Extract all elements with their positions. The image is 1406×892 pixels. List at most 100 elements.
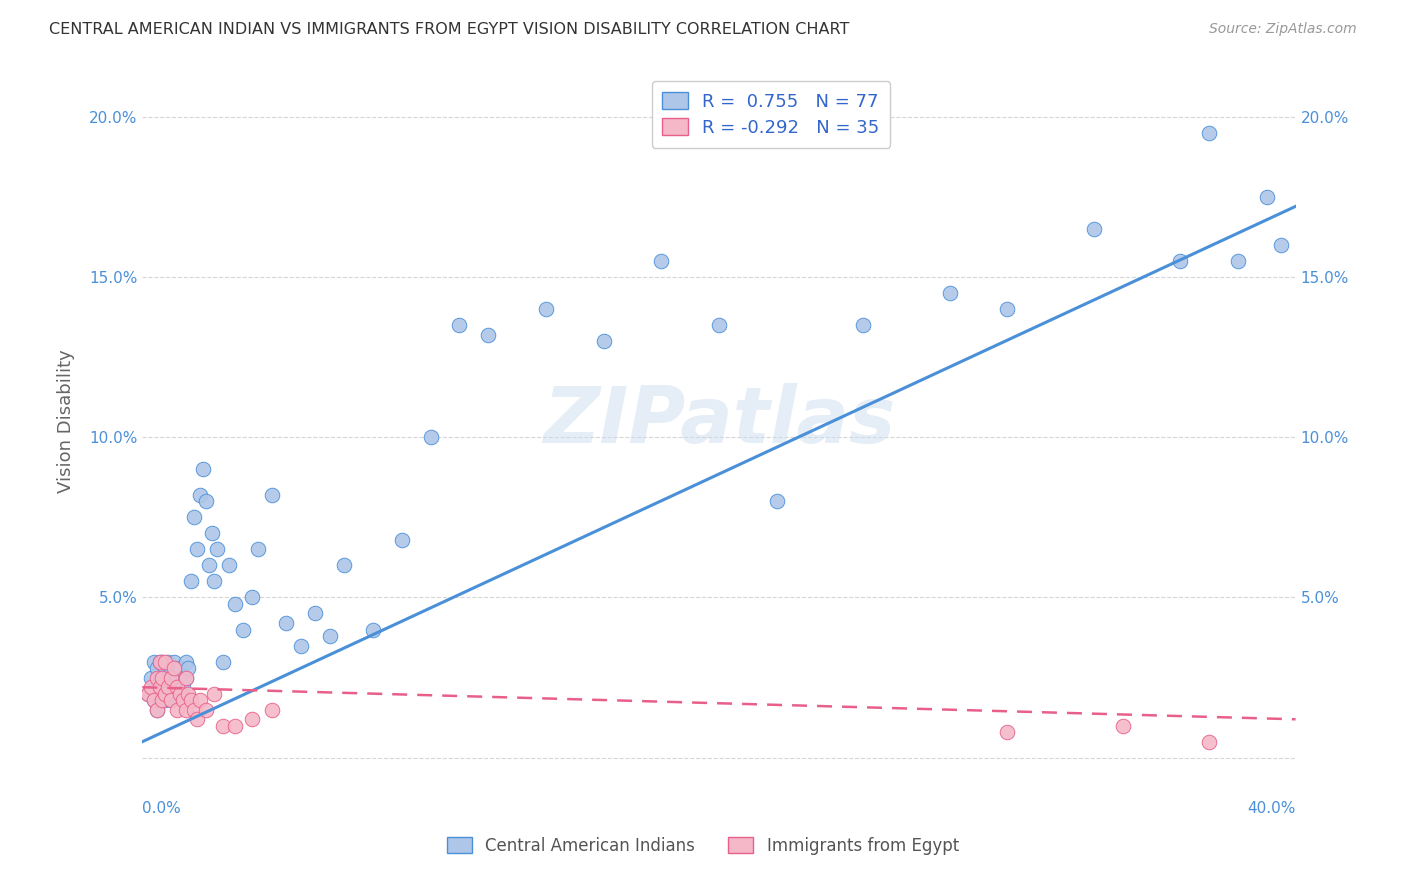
Point bbox=[218, 558, 240, 573]
Point bbox=[149, 693, 172, 707]
Point bbox=[180, 574, 202, 589]
Point bbox=[155, 693, 177, 707]
Point bbox=[157, 687, 180, 701]
Point bbox=[707, 318, 730, 332]
Text: CENTRAL AMERICAN INDIAN VS IMMIGRANTS FROM EGYPT VISION DISABILITY CORRELATION C: CENTRAL AMERICAN INDIAN VS IMMIGRANTS FR… bbox=[49, 22, 849, 37]
Text: 40.0%: 40.0% bbox=[1247, 801, 1295, 815]
Point bbox=[212, 719, 235, 733]
Point bbox=[145, 680, 167, 694]
Text: ZIPatlas: ZIPatlas bbox=[543, 384, 896, 459]
Point bbox=[145, 661, 167, 675]
Point bbox=[180, 693, 202, 707]
Point bbox=[240, 591, 263, 605]
Point bbox=[177, 661, 200, 675]
Point bbox=[1226, 253, 1249, 268]
Point bbox=[186, 712, 208, 726]
Point bbox=[142, 655, 165, 669]
Point bbox=[169, 687, 191, 701]
Text: 0.0%: 0.0% bbox=[142, 801, 181, 815]
Point bbox=[136, 687, 159, 701]
Point bbox=[202, 574, 225, 589]
Point bbox=[155, 671, 177, 685]
Point bbox=[1270, 237, 1292, 252]
Point bbox=[142, 693, 165, 707]
Point bbox=[232, 623, 254, 637]
Point bbox=[172, 671, 194, 685]
Point bbox=[136, 687, 159, 701]
Point bbox=[160, 671, 183, 685]
Point bbox=[160, 680, 183, 694]
Point bbox=[188, 488, 211, 502]
Point bbox=[157, 655, 180, 669]
Point bbox=[1111, 719, 1133, 733]
Point bbox=[207, 542, 229, 557]
Point bbox=[149, 680, 172, 694]
Point bbox=[304, 607, 326, 621]
Point bbox=[155, 680, 177, 694]
Point bbox=[212, 655, 235, 669]
Point bbox=[765, 494, 787, 508]
Point bbox=[224, 719, 246, 733]
Point bbox=[1198, 735, 1220, 749]
Point bbox=[183, 510, 205, 524]
Point bbox=[163, 661, 186, 675]
Point bbox=[149, 671, 172, 685]
Point bbox=[149, 655, 172, 669]
Point bbox=[169, 661, 191, 675]
Point bbox=[169, 687, 191, 701]
Point bbox=[157, 680, 180, 694]
Point bbox=[333, 558, 356, 573]
Point bbox=[155, 661, 177, 675]
Point bbox=[174, 671, 197, 685]
Point bbox=[166, 671, 188, 685]
Point bbox=[995, 301, 1018, 316]
Point bbox=[1198, 126, 1220, 140]
Point bbox=[260, 703, 283, 717]
Legend: R =  0.755   N = 77, R = -0.292   N = 35: R = 0.755 N = 77, R = -0.292 N = 35 bbox=[651, 81, 890, 147]
Point bbox=[139, 671, 162, 685]
Point bbox=[149, 655, 172, 669]
Y-axis label: Vision Disability: Vision Disability bbox=[58, 350, 75, 493]
Point bbox=[145, 671, 167, 685]
Point bbox=[1168, 253, 1191, 268]
Point bbox=[391, 533, 413, 547]
Point bbox=[995, 725, 1018, 739]
Point bbox=[194, 703, 217, 717]
Point bbox=[160, 693, 183, 707]
Point bbox=[155, 687, 177, 701]
Point bbox=[172, 680, 194, 694]
Text: Source: ZipAtlas.com: Source: ZipAtlas.com bbox=[1209, 22, 1357, 37]
Point bbox=[139, 680, 162, 694]
Point bbox=[149, 687, 172, 701]
Point bbox=[174, 671, 197, 685]
Point bbox=[938, 285, 960, 300]
Point bbox=[1083, 222, 1105, 236]
Point bbox=[194, 494, 217, 508]
Point bbox=[166, 703, 188, 717]
Point bbox=[155, 655, 177, 669]
Point bbox=[152, 693, 174, 707]
Point bbox=[592, 334, 614, 348]
Point bbox=[290, 639, 312, 653]
Point bbox=[177, 687, 200, 701]
Point bbox=[186, 542, 208, 557]
Point bbox=[163, 655, 186, 669]
Point bbox=[534, 301, 557, 316]
Point bbox=[260, 488, 283, 502]
Point bbox=[246, 542, 269, 557]
Point bbox=[188, 693, 211, 707]
Point bbox=[152, 655, 174, 669]
Point bbox=[157, 671, 180, 685]
Point bbox=[163, 687, 186, 701]
Point bbox=[361, 623, 384, 637]
Point bbox=[419, 430, 441, 444]
Point bbox=[160, 671, 183, 685]
Point bbox=[145, 703, 167, 717]
Point bbox=[152, 671, 174, 685]
Point bbox=[1256, 190, 1278, 204]
Point bbox=[477, 327, 499, 342]
Point bbox=[202, 687, 225, 701]
Point bbox=[276, 616, 298, 631]
Point bbox=[160, 693, 183, 707]
Point bbox=[174, 655, 197, 669]
